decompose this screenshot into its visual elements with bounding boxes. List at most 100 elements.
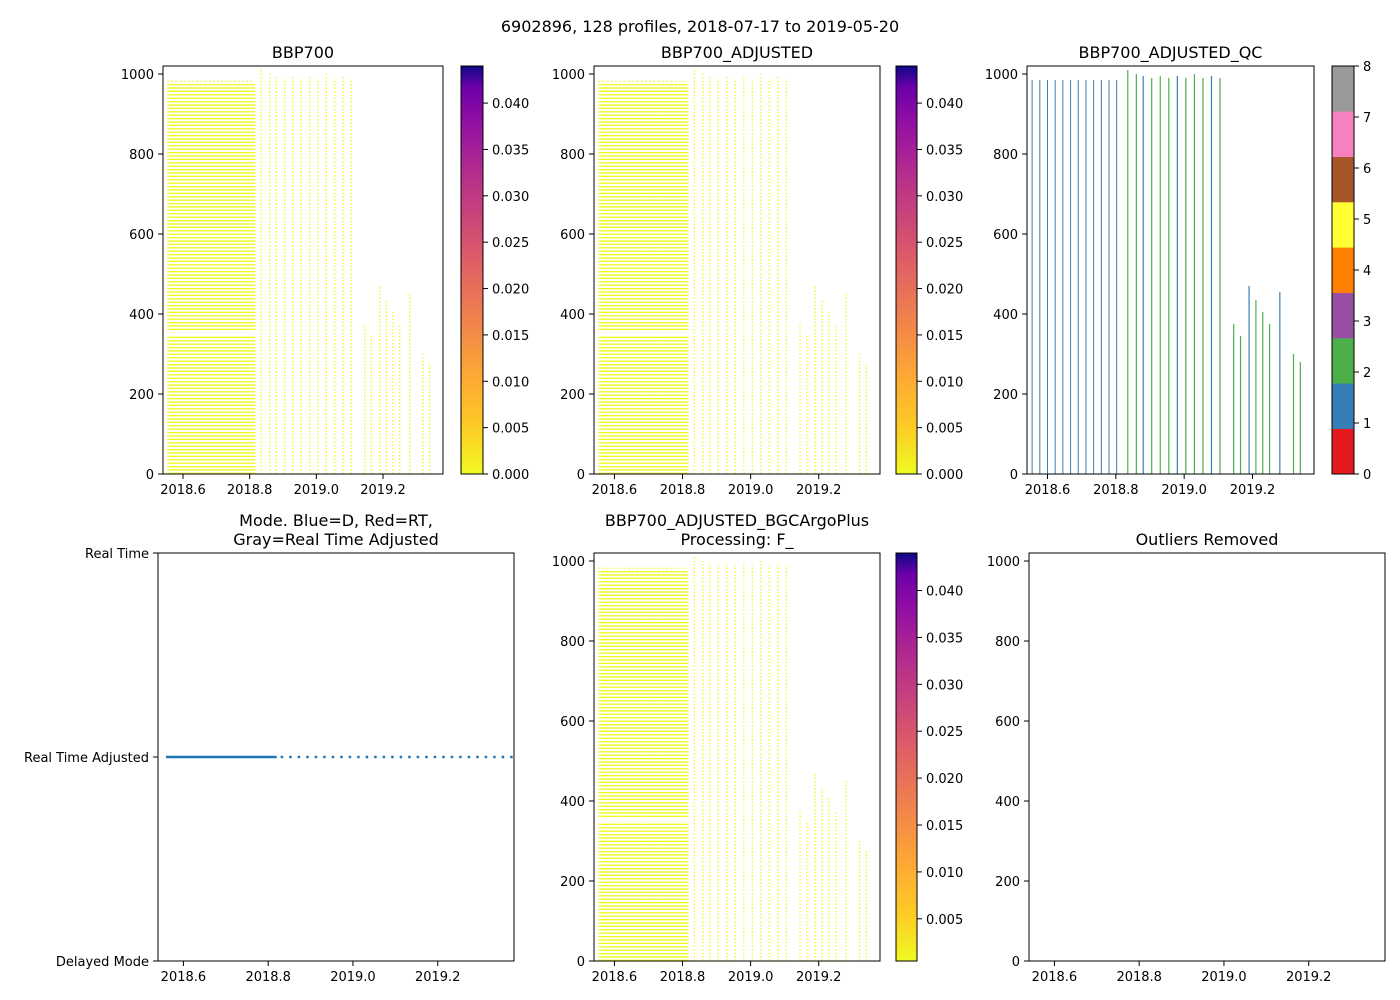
colorbar-tick-label: 4: [1363, 264, 1371, 279]
colorbar-segment: [1332, 383, 1354, 429]
y-tick-label: 1000: [985, 68, 1018, 83]
y-tick-label: 400: [993, 308, 1018, 323]
panel-title: Outliers Removed: [1136, 530, 1279, 549]
y-tick-label: 400: [560, 308, 585, 323]
chart-outliers_removed: 2018.6 2018.8 2019.0 2019.2 0 200 400 600 800 100…: [987, 530, 1386, 985]
chart-bbp700: 2018.6 2018.8 2019.0 2019.2 0 200 400 600 800 100…: [121, 43, 529, 498]
colorbar-segment: [1332, 247, 1354, 293]
y-tick-label: 600: [995, 715, 1020, 730]
panel-title-line: Mode. Blue=D, Red=RT,: [239, 511, 433, 530]
colorbar-tick-label: 0.005: [926, 913, 963, 928]
colorbar-tick-label: 0.005: [492, 422, 529, 437]
x-tick-label: 2018.8: [245, 970, 291, 985]
x-tick-label: 2019.2: [415, 970, 461, 985]
panel-title-line: Processing: F_: [680, 530, 794, 550]
colorbar-tick-label: 0.025: [492, 236, 529, 251]
figure-suptitle: 6902896, 128 profiles, 2018-07-17 to 201…: [501, 17, 899, 36]
y-tick-label: 1000: [552, 555, 585, 570]
y-tick-label: 200: [129, 388, 154, 403]
x-tick-label: 2018.8: [660, 970, 706, 985]
x-tick-label: 2019.0: [728, 483, 774, 498]
x-tick-label: 2018.8: [1116, 970, 1162, 985]
plot-background: [1029, 553, 1385, 961]
y-tick-label: 1000: [987, 555, 1020, 570]
x-tick-label: 2018.6: [1032, 970, 1078, 985]
y-tick-label: 800: [129, 148, 154, 163]
colorbar-tick-label: 0.015: [926, 329, 963, 344]
axes-frame: [593, 65, 881, 475]
y-tick-label: 0: [1010, 468, 1018, 483]
colorbar-tick-label: 0.035: [926, 631, 963, 646]
panel-title: BBP700_ADJUSTED_QC: [1079, 43, 1263, 63]
colorbar-tick-label: 1: [1363, 417, 1371, 432]
x-tick-label: 2019.2: [1286, 970, 1332, 985]
colorbar-frame: [895, 65, 918, 475]
y-tick-label: 800: [995, 635, 1020, 650]
x-tick-label: 2019.0: [330, 970, 376, 985]
colorbar-tick-label: 0.010: [492, 375, 529, 390]
colorbar-gradient: [461, 66, 483, 474]
colorbar-tick-label: 2: [1363, 366, 1371, 381]
chart-bbp700_bgcargoplus: 2018.6 2018.8 2019.0 2019.2 0 200 400 600 800 100…: [552, 511, 963, 985]
colorbar-tick-label: 0.020: [492, 283, 529, 298]
axes-frame: [157, 552, 515, 962]
panel-title: BBP700: [272, 43, 334, 62]
y-tick-label: 0: [1012, 955, 1020, 970]
profile-layer: [1031, 70, 1301, 474]
colorbar-tick-label: 6: [1363, 162, 1371, 177]
axes-frame: [593, 552, 881, 962]
colorbar-segment: [1332, 292, 1354, 339]
y-tick-label: 600: [993, 228, 1018, 243]
colorbar-tick-label: 0.010: [926, 375, 963, 390]
y-tick-label: 200: [995, 875, 1020, 890]
colorbar-tick-label: 0.005: [926, 422, 963, 437]
y-tick-label: 400: [995, 795, 1020, 810]
x-tick-label: 2018.8: [227, 483, 273, 498]
y-tick-label: 1000: [552, 68, 585, 83]
y-tick-label: 800: [993, 148, 1018, 163]
x-tick-label: 2019.2: [796, 483, 842, 498]
colorbar-tick-label: 0.040: [926, 585, 963, 600]
axes-frame: [1028, 552, 1386, 962]
panel-title: BBP700_ADJUSTED: [661, 43, 813, 63]
x-tick-label: 2018.8: [660, 483, 706, 498]
chart-bbp700_adjusted: 2018.6 2018.8 2019.0 2019.2 0 200 400 600 800 100…: [552, 43, 963, 498]
colorbar-frame: [895, 552, 918, 962]
y-tick-label: 1000: [121, 68, 154, 83]
colorbar-tick-label: 0.015: [492, 329, 529, 344]
colorbar-tick-label: 0: [1363, 468, 1371, 483]
colorbar-tick-label: 0.015: [926, 819, 963, 834]
y-tick-label: 0: [577, 955, 585, 970]
y-tick-label: Real Time Adjusted: [24, 751, 149, 766]
colorbar-tick-label: 0.035: [492, 143, 529, 158]
colorbar-tick-label: 0.030: [926, 678, 963, 693]
colorbar-frame: [460, 65, 484, 475]
profile-layer: [167, 70, 431, 474]
x-tick-label: 2019.2: [1230, 483, 1276, 498]
y-tick-label: 800: [560, 635, 585, 650]
colorbar-tick-label: 0.035: [926, 143, 963, 158]
y-tick-label: 600: [129, 228, 154, 243]
plot-background: [1027, 66, 1314, 474]
colorbar-tick-label: 0.040: [926, 97, 963, 112]
colorbar-tick-label: 0.030: [492, 190, 529, 205]
x-tick-label: 2018.6: [1025, 483, 1071, 498]
colorbar-segment: [1332, 66, 1354, 112]
axes-frame: [1026, 65, 1315, 475]
x-tick-label: 2018.8: [1093, 483, 1139, 498]
colorbar-tick-label: 0.000: [492, 468, 529, 483]
colorbar-tick-label: 0.030: [926, 190, 963, 205]
y-tick-label: 200: [560, 875, 585, 890]
chart-bbp700_adjusted_qc: 2018.6 2018.8 2019.0 2019.2 0 200 400 600 800 100…: [985, 43, 1371, 498]
y-tick-label: Delayed Mode: [56, 955, 149, 970]
colorbar-tick-label: 5: [1363, 213, 1371, 228]
y-tick-label: 600: [560, 228, 585, 243]
colorbar-tick-label: 0.025: [926, 236, 963, 251]
colorbar-tick-label: 0.020: [926, 283, 963, 298]
colorbar-segment: [1332, 111, 1354, 157]
y-tick-label: 200: [993, 388, 1018, 403]
y-tick-label: 0: [146, 468, 154, 483]
x-tick-label: 2018.6: [161, 970, 207, 985]
chart-mode: 2018.6 2018.8 2019.0 2019.2 Real Time Real Ti…: [24, 511, 515, 985]
